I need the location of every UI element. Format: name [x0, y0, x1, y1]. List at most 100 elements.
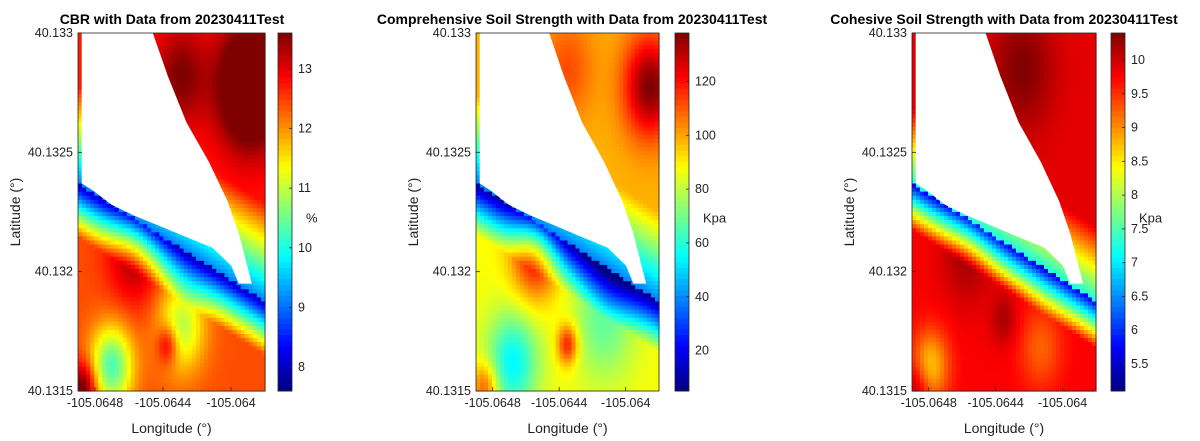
heatmap-cell	[175, 366, 181, 372]
heatmap-cell	[183, 350, 189, 355]
heatmap-cell	[199, 362, 205, 368]
heatmap-cell	[167, 277, 173, 282]
heatmap-cell	[555, 49, 561, 54]
heatmap-cell	[256, 102, 262, 107]
heatmap-cell	[643, 53, 648, 59]
heatmap-cell	[220, 277, 225, 282]
heatmap-cell	[260, 236, 266, 242]
heatmap-cell	[86, 317, 91, 323]
heatmap-cell	[240, 118, 246, 124]
heatmap-cell	[476, 61, 481, 67]
heatmap-cell	[98, 199, 103, 205]
heatmap-cell	[208, 98, 213, 103]
heatmap-cell	[256, 321, 262, 327]
heatmap-cell	[130, 236, 136, 242]
heatmap-cell	[208, 264, 213, 270]
heatmap-cell	[240, 285, 246, 290]
heatmap-cell	[94, 195, 99, 201]
heatmap-cell	[155, 346, 160, 351]
heatmap-cell	[114, 386, 120, 392]
heatmap-cell	[78, 325, 83, 331]
heatmap-cell	[603, 53, 608, 59]
heatmap-cell	[212, 325, 217, 331]
heatmap-cell	[98, 321, 103, 327]
heatmap-cell	[179, 301, 185, 307]
heatmap-cell	[183, 342, 189, 347]
heatmap-cell	[647, 65, 652, 71]
heatmap-cell	[212, 370, 217, 376]
heatmap-cell	[159, 45, 164, 50]
heatmap-cell	[232, 41, 238, 46]
heatmap-cell	[615, 33, 620, 38]
heatmap-cell	[98, 240, 103, 246]
heatmap-cell	[195, 317, 201, 323]
heatmap-cell	[248, 264, 254, 270]
y-tick-label: 40.133	[35, 26, 73, 40]
heatmap-cell	[224, 150, 230, 156]
heatmap-cell	[143, 244, 148, 250]
heatmap-cell	[240, 89, 246, 95]
heatmap-cell	[102, 325, 108, 331]
heatmap-cell	[151, 244, 156, 250]
heatmap-cell	[151, 325, 156, 331]
heatmap-cell	[90, 309, 95, 315]
heatmap-cell	[147, 342, 152, 347]
heatmap-cell	[228, 65, 234, 71]
heatmap-cell	[151, 374, 156, 380]
heatmap-cell	[208, 130, 213, 136]
heatmap-cell	[195, 321, 201, 327]
heatmap-cell	[191, 45, 197, 50]
heatmap-cell	[615, 57, 620, 63]
heatmap-cell	[256, 150, 262, 156]
heatmap-cell	[252, 354, 258, 360]
heatmap-cell	[240, 106, 246, 111]
heatmap-cell	[220, 183, 225, 189]
heatmap-cell	[575, 102, 581, 107]
heatmap-cell	[151, 313, 156, 319]
heatmap-cell	[167, 382, 173, 388]
heatmap-cell	[98, 366, 103, 372]
heatmap-cell	[244, 49, 250, 54]
heatmap-cell	[563, 33, 569, 38]
heatmap-cell	[175, 374, 181, 380]
heatmap-cell	[655, 98, 660, 103]
heatmap-cell	[236, 382, 242, 388]
heatmap-cell	[476, 69, 481, 75]
heatmap-cell	[171, 301, 177, 307]
heatmap-cell	[126, 382, 132, 388]
heatmap-cell	[147, 382, 152, 388]
heatmap-cell	[122, 256, 128, 262]
heatmap-cell	[228, 89, 234, 95]
heatmap-cell	[232, 325, 238, 331]
heatmap-cell	[220, 171, 225, 176]
heatmap-cell	[187, 317, 193, 323]
heatmap-cell	[102, 301, 108, 307]
heatmap-cell	[236, 187, 242, 193]
heatmap-cell	[559, 45, 565, 50]
heatmap-cell	[244, 321, 250, 327]
heatmap-cell	[78, 175, 83, 181]
heatmap-cell	[126, 374, 132, 380]
heatmap-cell	[220, 273, 225, 278]
heatmap-cell	[563, 57, 569, 63]
heatmap-cell	[595, 65, 600, 71]
heatmap-cell	[195, 130, 201, 136]
heatmap-cell	[240, 110, 246, 115]
heatmap-cell	[122, 350, 128, 355]
heatmap-cell	[224, 329, 230, 335]
heatmap-cell	[236, 374, 242, 380]
heatmap-cell	[175, 77, 181, 83]
heatmap-cell	[244, 122, 250, 128]
heatmap-cell	[232, 281, 238, 286]
heatmap-cell	[138, 358, 144, 364]
heatmap-cell	[155, 264, 160, 270]
heatmap-cell	[232, 203, 238, 209]
heatmap-cell	[260, 142, 266, 148]
heatmap-cell	[118, 386, 124, 392]
heatmap-cell	[220, 146, 225, 152]
heatmap-cell	[236, 175, 242, 181]
heatmap-cell	[82, 183, 87, 189]
heatmap-cell	[252, 224, 258, 229]
heatmap-cell	[228, 85, 234, 91]
heatmap-cell	[228, 106, 234, 111]
